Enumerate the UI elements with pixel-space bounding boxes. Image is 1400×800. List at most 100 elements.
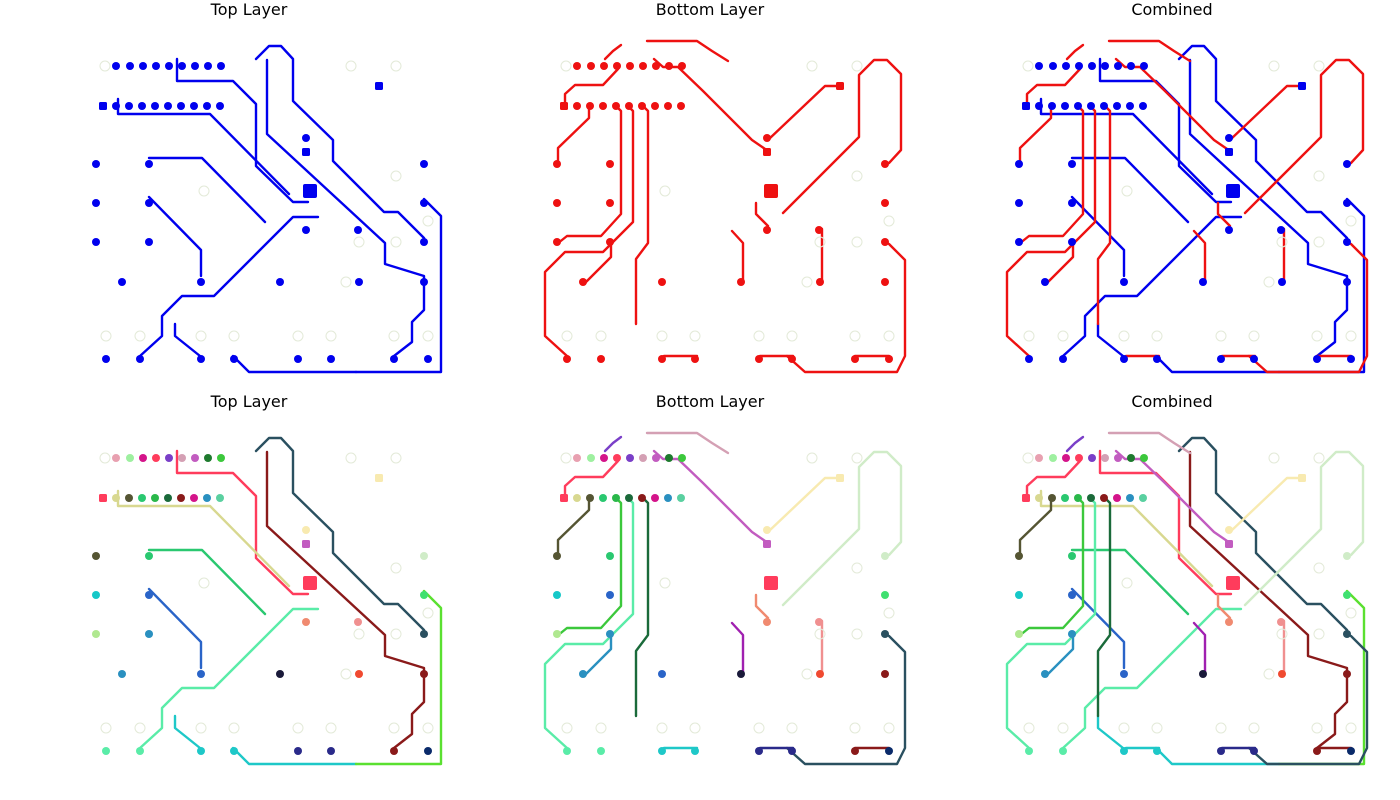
- bottom-trace: [563, 67, 620, 109]
- pad: [587, 62, 595, 70]
- pad-outline: [1022, 60, 1034, 72]
- pad: [420, 552, 428, 560]
- pad: [1062, 62, 1070, 70]
- pad-outline: [1118, 330, 1130, 342]
- pad-outline: [1345, 215, 1357, 227]
- pad: [851, 747, 859, 755]
- pad-square: [1225, 148, 1233, 156]
- pad-outline: [814, 628, 826, 640]
- pad-outline: [228, 722, 240, 734]
- pad-outline: [198, 577, 210, 589]
- pad: [152, 454, 160, 462]
- pad: [197, 670, 205, 678]
- pad: [197, 747, 205, 755]
- pad-outline: [1023, 722, 1035, 734]
- pad-outline: [849, 722, 861, 734]
- pad: [112, 494, 120, 502]
- bottom-trace: [1247, 242, 1369, 374]
- pad: [1087, 494, 1095, 502]
- bottom-trace: [1247, 634, 1369, 766]
- pad: [606, 552, 614, 560]
- pad-square: [1225, 540, 1233, 548]
- pad-square-large: [1226, 184, 1240, 198]
- pad: [1225, 618, 1233, 626]
- top-trace: [354, 197, 443, 374]
- pad-outline: [659, 577, 671, 589]
- top-trace: [1177, 44, 1349, 240]
- pad: [1277, 618, 1285, 626]
- bottom-trace: [556, 105, 591, 165]
- pad: [126, 62, 134, 70]
- pad-outline: [1263, 668, 1275, 680]
- pad-outline: [1313, 452, 1325, 464]
- pad: [1041, 670, 1049, 678]
- bottom-trace: [1216, 201, 1232, 228]
- pad: [1059, 747, 1067, 755]
- pad: [573, 454, 581, 462]
- top-trace: [265, 58, 426, 358]
- pad: [420, 199, 428, 207]
- pad: [1048, 494, 1056, 502]
- top-trace: [1188, 58, 1349, 358]
- pad: [1343, 160, 1351, 168]
- pad-outline: [1268, 452, 1280, 464]
- pad: [1049, 454, 1057, 462]
- pad: [302, 134, 310, 142]
- pad: [112, 102, 120, 110]
- pad: [1347, 747, 1355, 755]
- pad: [1343, 630, 1351, 638]
- pad: [1225, 134, 1233, 142]
- pad-square: [1022, 494, 1030, 502]
- pad-outline: [806, 452, 818, 464]
- pad: [881, 630, 889, 638]
- pad-outline: [801, 668, 813, 680]
- pad: [390, 355, 398, 363]
- pad: [1088, 454, 1096, 462]
- pad: [606, 630, 614, 638]
- pad-square: [836, 474, 844, 482]
- pad: [1343, 238, 1351, 246]
- pad: [126, 454, 134, 462]
- pad: [203, 102, 211, 110]
- pad: [230, 355, 238, 363]
- pad-outline: [388, 330, 400, 342]
- pad: [665, 454, 673, 462]
- pad-outline: [883, 215, 895, 227]
- bottom-trace: [634, 497, 650, 718]
- bottom-trace: [1005, 105, 1097, 358]
- bottom-trace: [645, 431, 730, 455]
- bottom-trace: [781, 58, 903, 215]
- pad: [737, 670, 745, 678]
- pad-outline: [786, 330, 798, 342]
- top-trace: [1070, 548, 1190, 616]
- pad: [424, 747, 432, 755]
- pad: [216, 494, 224, 502]
- pad-outline: [134, 722, 146, 734]
- pad: [92, 160, 100, 168]
- pad-outline: [390, 60, 402, 72]
- pad-outline: [198, 185, 210, 197]
- panel-title: Combined: [1131, 0, 1213, 19]
- pad-outline: [883, 607, 895, 619]
- pad: [145, 160, 153, 168]
- pad: [1114, 454, 1122, 462]
- bottom-trace: [556, 497, 591, 557]
- panel-title: Top Layer: [210, 0, 288, 19]
- pad: [599, 102, 607, 110]
- pad-outline: [100, 722, 112, 734]
- pad: [1075, 454, 1083, 462]
- pad: [652, 62, 660, 70]
- pad: [639, 62, 647, 70]
- pad: [276, 670, 284, 678]
- bottom-trace: [645, 39, 730, 63]
- bottom-trace: [543, 105, 635, 358]
- pad: [112, 454, 120, 462]
- pad: [1025, 355, 1033, 363]
- pad-square-large: [1226, 576, 1240, 590]
- pad: [355, 278, 363, 286]
- pad: [1061, 102, 1069, 110]
- bottom-trace: [555, 105, 623, 246]
- pad: [638, 494, 646, 502]
- top-trace: [1277, 197, 1366, 374]
- pad-square: [763, 148, 771, 156]
